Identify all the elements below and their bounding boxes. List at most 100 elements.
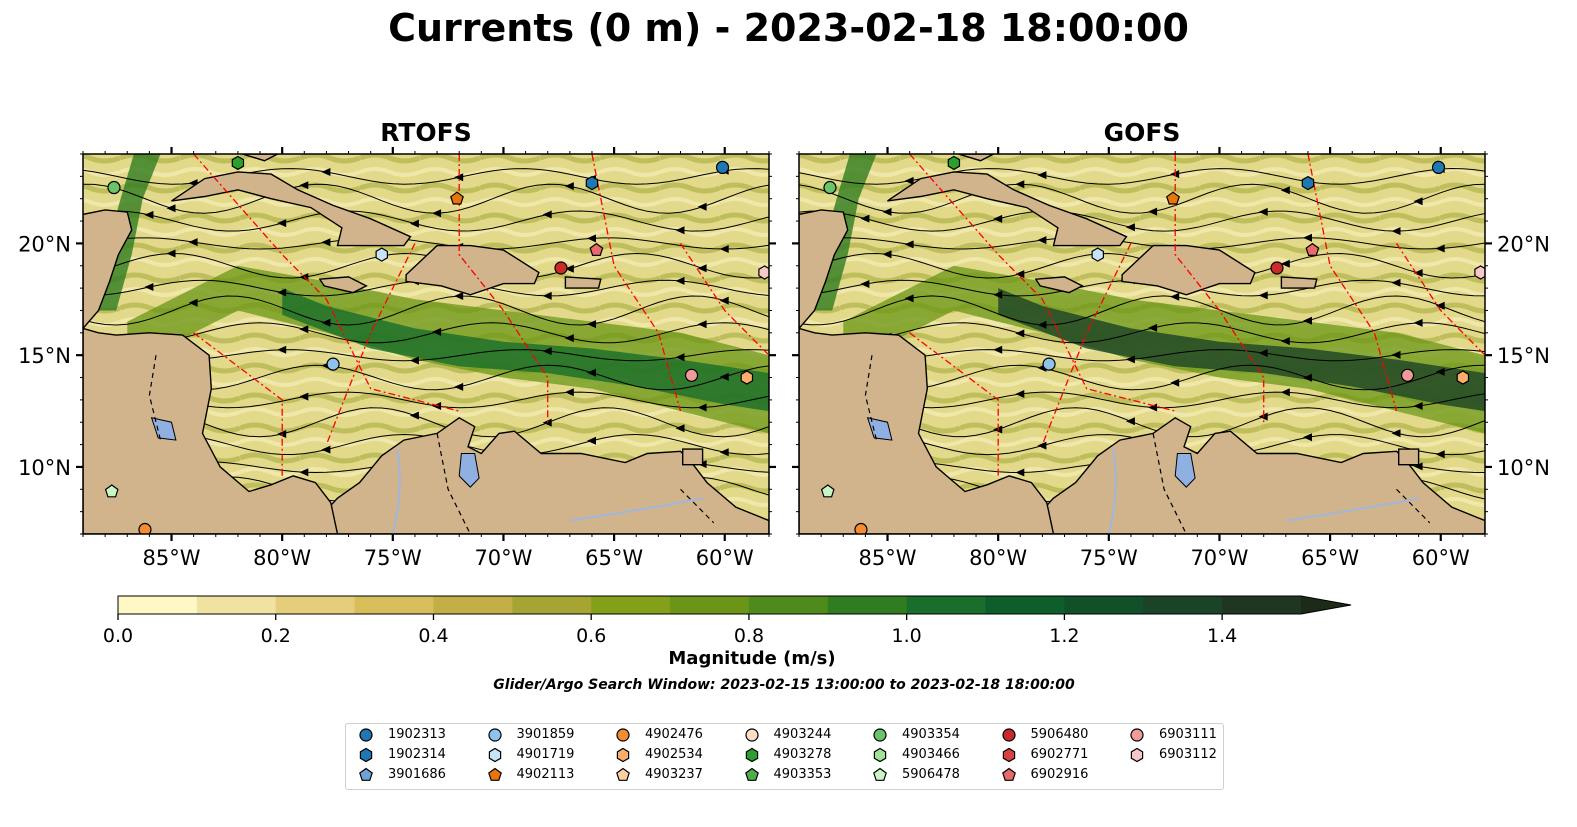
float-marker-6903111 [1400,368,1415,382]
legend-marker-4903237 [616,767,630,781]
legend-marker-4903278 [745,747,758,763]
float-marker-4903354 [823,180,837,195]
lon-tick-label: 60°W [1412,546,1470,570]
legend-label: 6903111 [1159,727,1217,742]
legend-label: 4903237 [645,767,703,782]
legend-label: 6903112 [1159,747,1217,762]
land-mass [171,171,412,247]
colorbar-label: Magnitude (m/s) [668,648,836,669]
float-marker-1902314 [1301,175,1315,191]
legend-label: 4902476 [645,727,703,742]
legend-marker-4902534 [616,747,630,763]
land-mass [1019,416,1485,534]
lon-tick-label: 85°W [859,546,917,570]
lon-tick-label: 70°W [1190,546,1248,570]
float-marker-4902534 [1456,370,1470,385]
legend-marker-icon [744,728,759,742]
legend-marker-icon [487,728,502,742]
lat-tick-label: 15°N [1497,344,1550,368]
legend-label: 4901719 [516,747,575,762]
legend-marker-3901859 [487,728,502,742]
legend-marker-5906478 [873,767,887,781]
legend-label: 5906480 [1030,727,1089,742]
colorbar-tick-label: 0.0 [103,625,133,647]
land-mass [799,327,1055,534]
float-marker-3901859 [326,357,340,371]
legend-marker-1902313 [359,728,373,742]
legend-marker-4901719 [488,747,501,763]
legend-marker-icon [873,747,887,763]
map-panel-rtofs: 85°W 80°W 75°W 70°W 65°W 60°W 10°N 15°N 20°N [18,147,776,570]
legend-marker-icon [1002,747,1015,763]
panel-title-rtofs: RTOFS [380,118,472,147]
legend-marker-5906480 [1001,728,1016,742]
float-legend: 1902313 1902314 3901686 3901859 4901719 49021… [345,723,1224,790]
lon-tick-label: 75°W [364,546,422,570]
legend-label: 4903278 [773,747,832,762]
land-mass [958,154,995,162]
lon-tick-label: 80°W [969,546,1027,570]
float-marker-5906478 [104,484,119,498]
legend-marker-icon [616,728,630,742]
lat-tick-label: 15°N [18,344,71,368]
float-marker-4901719 [1091,247,1104,262]
float-marker-1902314 [585,175,599,191]
lon-tick-label: 70°W [474,546,532,570]
legend-marker-icon [616,767,630,781]
land-mass [83,327,339,534]
colorbar-tick-label: 1.4 [1207,625,1237,647]
legend-marker-4903466 [873,747,887,763]
float-marker-4902534 [740,370,754,385]
legend-label: 4903466 [902,747,960,762]
legend-label: 4903353 [773,767,832,782]
legend-marker-6902916 [1001,767,1016,781]
colorbar: 0.0 0.2 0.4 0.6 0.8 1.0 1.2 1.4 [103,595,1352,647]
lon-tick-label: 80°W [253,546,311,570]
colorbar-tick-label: 0.6 [576,625,606,647]
float-marker-3901859 [1042,357,1056,371]
land-mass [1034,276,1084,294]
legend-marker-icon [1130,728,1144,742]
float-marker-6903112 [758,265,769,280]
legend-marker-6902771 [1002,747,1015,763]
colorbar-tick-label: 1.2 [1049,625,1079,647]
land-mass [682,448,704,466]
legend-marker-4903353 [744,767,759,781]
legend-label: 6902771 [1030,747,1089,762]
land-mass [799,209,849,330]
legend-marker-4903244 [744,728,759,742]
figure-title: Currents (0 m) - 2023-02-18 18:00:00 [388,6,1189,50]
land-mass [1280,276,1318,289]
legend-marker-icon [359,747,373,763]
legend-label: 4902534 [645,747,703,762]
lat-tick-label: 10°N [18,456,71,480]
colorbar-tick-label: 0.2 [261,625,291,647]
float-marker-4903278 [231,155,245,171]
legend-marker-icon [488,747,501,763]
legend-marker-icon [1001,767,1016,781]
float-marker-5906478 [820,484,835,498]
legend-label: 6902916 [1030,767,1089,782]
float-marker-4903278 [947,155,961,171]
float-marker-4902476 [854,522,868,534]
lon-tick-label: 65°W [1301,546,1359,570]
lon-tick-label: 85°W [143,546,201,570]
legend-marker-icon [1130,747,1144,763]
legend-label: 3901686 [388,767,446,782]
land-mass [83,209,133,330]
colorbar-tick-label: 0.4 [418,625,448,647]
legend-marker-icon [359,767,373,781]
float-marker-6903112 [1474,265,1485,280]
legend-label: 1902313 [388,727,446,742]
legend-marker-icon [873,767,887,781]
legend-label: 5906478 [902,767,960,782]
legend-marker-icon [359,728,373,742]
float-marker-6903111 [684,368,699,382]
lat-tick-label: 20°N [18,232,71,256]
legend-label: 4902113 [516,767,575,782]
land-mass [1398,448,1420,466]
land-mass [564,276,602,289]
map-panel-gofs: 85°W 80°W 75°W 70°W 65°W 60°W 10°N 15°N 20°N [792,147,1550,570]
land-mass [887,171,1128,247]
float-marker-5906480 [1270,261,1284,275]
